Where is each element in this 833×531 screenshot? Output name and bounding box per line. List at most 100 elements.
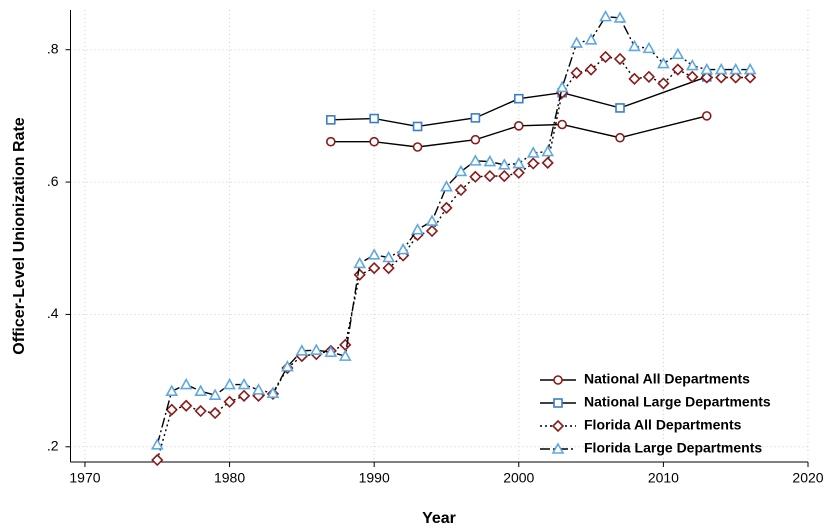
marker <box>266 386 280 398</box>
marker <box>615 132 625 143</box>
marker <box>151 453 164 467</box>
marker <box>325 115 336 125</box>
marker <box>440 180 453 192</box>
marker <box>642 41 656 54</box>
y-tick-label: .2 <box>47 437 59 453</box>
x-axis-title: Year <box>422 510 456 527</box>
marker <box>425 224 439 238</box>
marker <box>470 113 481 123</box>
marker <box>729 71 742 84</box>
marker <box>194 404 207 418</box>
marker <box>252 383 265 395</box>
marker <box>454 183 468 197</box>
marker <box>714 62 728 75</box>
legend-marker <box>551 419 565 433</box>
marker <box>557 119 567 130</box>
marker <box>325 136 336 147</box>
marker <box>541 156 554 170</box>
marker <box>281 360 294 372</box>
marker <box>223 377 236 390</box>
marker <box>454 164 468 177</box>
marker <box>295 344 309 356</box>
marker <box>671 47 685 60</box>
marker <box>353 268 366 281</box>
marker <box>353 256 367 269</box>
y-tick-label: .6 <box>47 173 59 189</box>
legend-marker <box>553 375 563 385</box>
marker <box>729 62 743 75</box>
marker <box>584 63 598 76</box>
marker <box>642 70 656 83</box>
marker <box>686 70 699 83</box>
marker <box>584 33 598 45</box>
marker <box>570 66 583 80</box>
marker <box>469 170 482 183</box>
legend-marker <box>551 442 565 454</box>
marker <box>513 121 524 131</box>
marker <box>440 201 453 215</box>
marker <box>483 169 496 183</box>
x-tick-label: 2020 <box>792 470 823 486</box>
marker <box>541 144 555 157</box>
marker <box>744 71 757 84</box>
marker <box>498 169 511 183</box>
marker <box>425 214 439 226</box>
marker <box>613 52 627 66</box>
marker <box>671 63 684 76</box>
marker <box>512 156 526 169</box>
marker <box>527 157 540 170</box>
marker <box>180 399 193 412</box>
marker <box>208 406 222 420</box>
x-tick-label: 1990 <box>359 470 390 486</box>
marker <box>615 103 625 113</box>
legend-label: National All Departments <box>584 371 750 387</box>
legend-marker <box>553 398 563 408</box>
marker <box>237 377 251 390</box>
marker <box>483 154 497 167</box>
x-tick-label: 1980 <box>214 470 245 486</box>
marker <box>367 248 381 260</box>
x-tick-label: 2000 <box>503 470 534 486</box>
y-tick-label: .4 <box>47 305 59 321</box>
marker <box>411 223 424 235</box>
marker <box>599 9 612 22</box>
marker <box>685 58 699 71</box>
marker <box>513 93 524 104</box>
y-axis-title: Officer-Level Unionization Rate <box>11 117 28 354</box>
marker <box>700 62 714 75</box>
marker <box>369 136 379 147</box>
marker <box>743 62 757 75</box>
marker <box>657 77 670 90</box>
marker <box>369 113 379 124</box>
marker <box>324 345 338 357</box>
marker <box>701 111 712 121</box>
marker <box>382 250 395 263</box>
marker <box>179 377 193 390</box>
marker <box>309 343 323 355</box>
marker <box>237 389 251 402</box>
marker <box>368 261 381 275</box>
marker <box>165 384 179 396</box>
marker <box>715 71 728 84</box>
marker <box>470 134 481 145</box>
marker <box>526 146 540 158</box>
marker <box>657 56 670 69</box>
x-tick-label: 1970 <box>69 470 100 486</box>
legend-label: Florida Large Departments <box>584 440 762 456</box>
marker <box>497 158 511 170</box>
marker <box>613 11 627 23</box>
marker <box>396 242 410 255</box>
legend-label: Florida All Departments <box>584 417 742 433</box>
marker <box>700 71 713 84</box>
marker <box>208 388 222 400</box>
marker <box>469 154 482 166</box>
marker <box>412 142 423 152</box>
marker <box>194 384 208 396</box>
marker <box>165 403 178 416</box>
marker <box>412 121 423 132</box>
marker <box>628 39 641 52</box>
marker <box>599 50 612 64</box>
marker <box>512 166 525 179</box>
series-line <box>330 76 708 128</box>
